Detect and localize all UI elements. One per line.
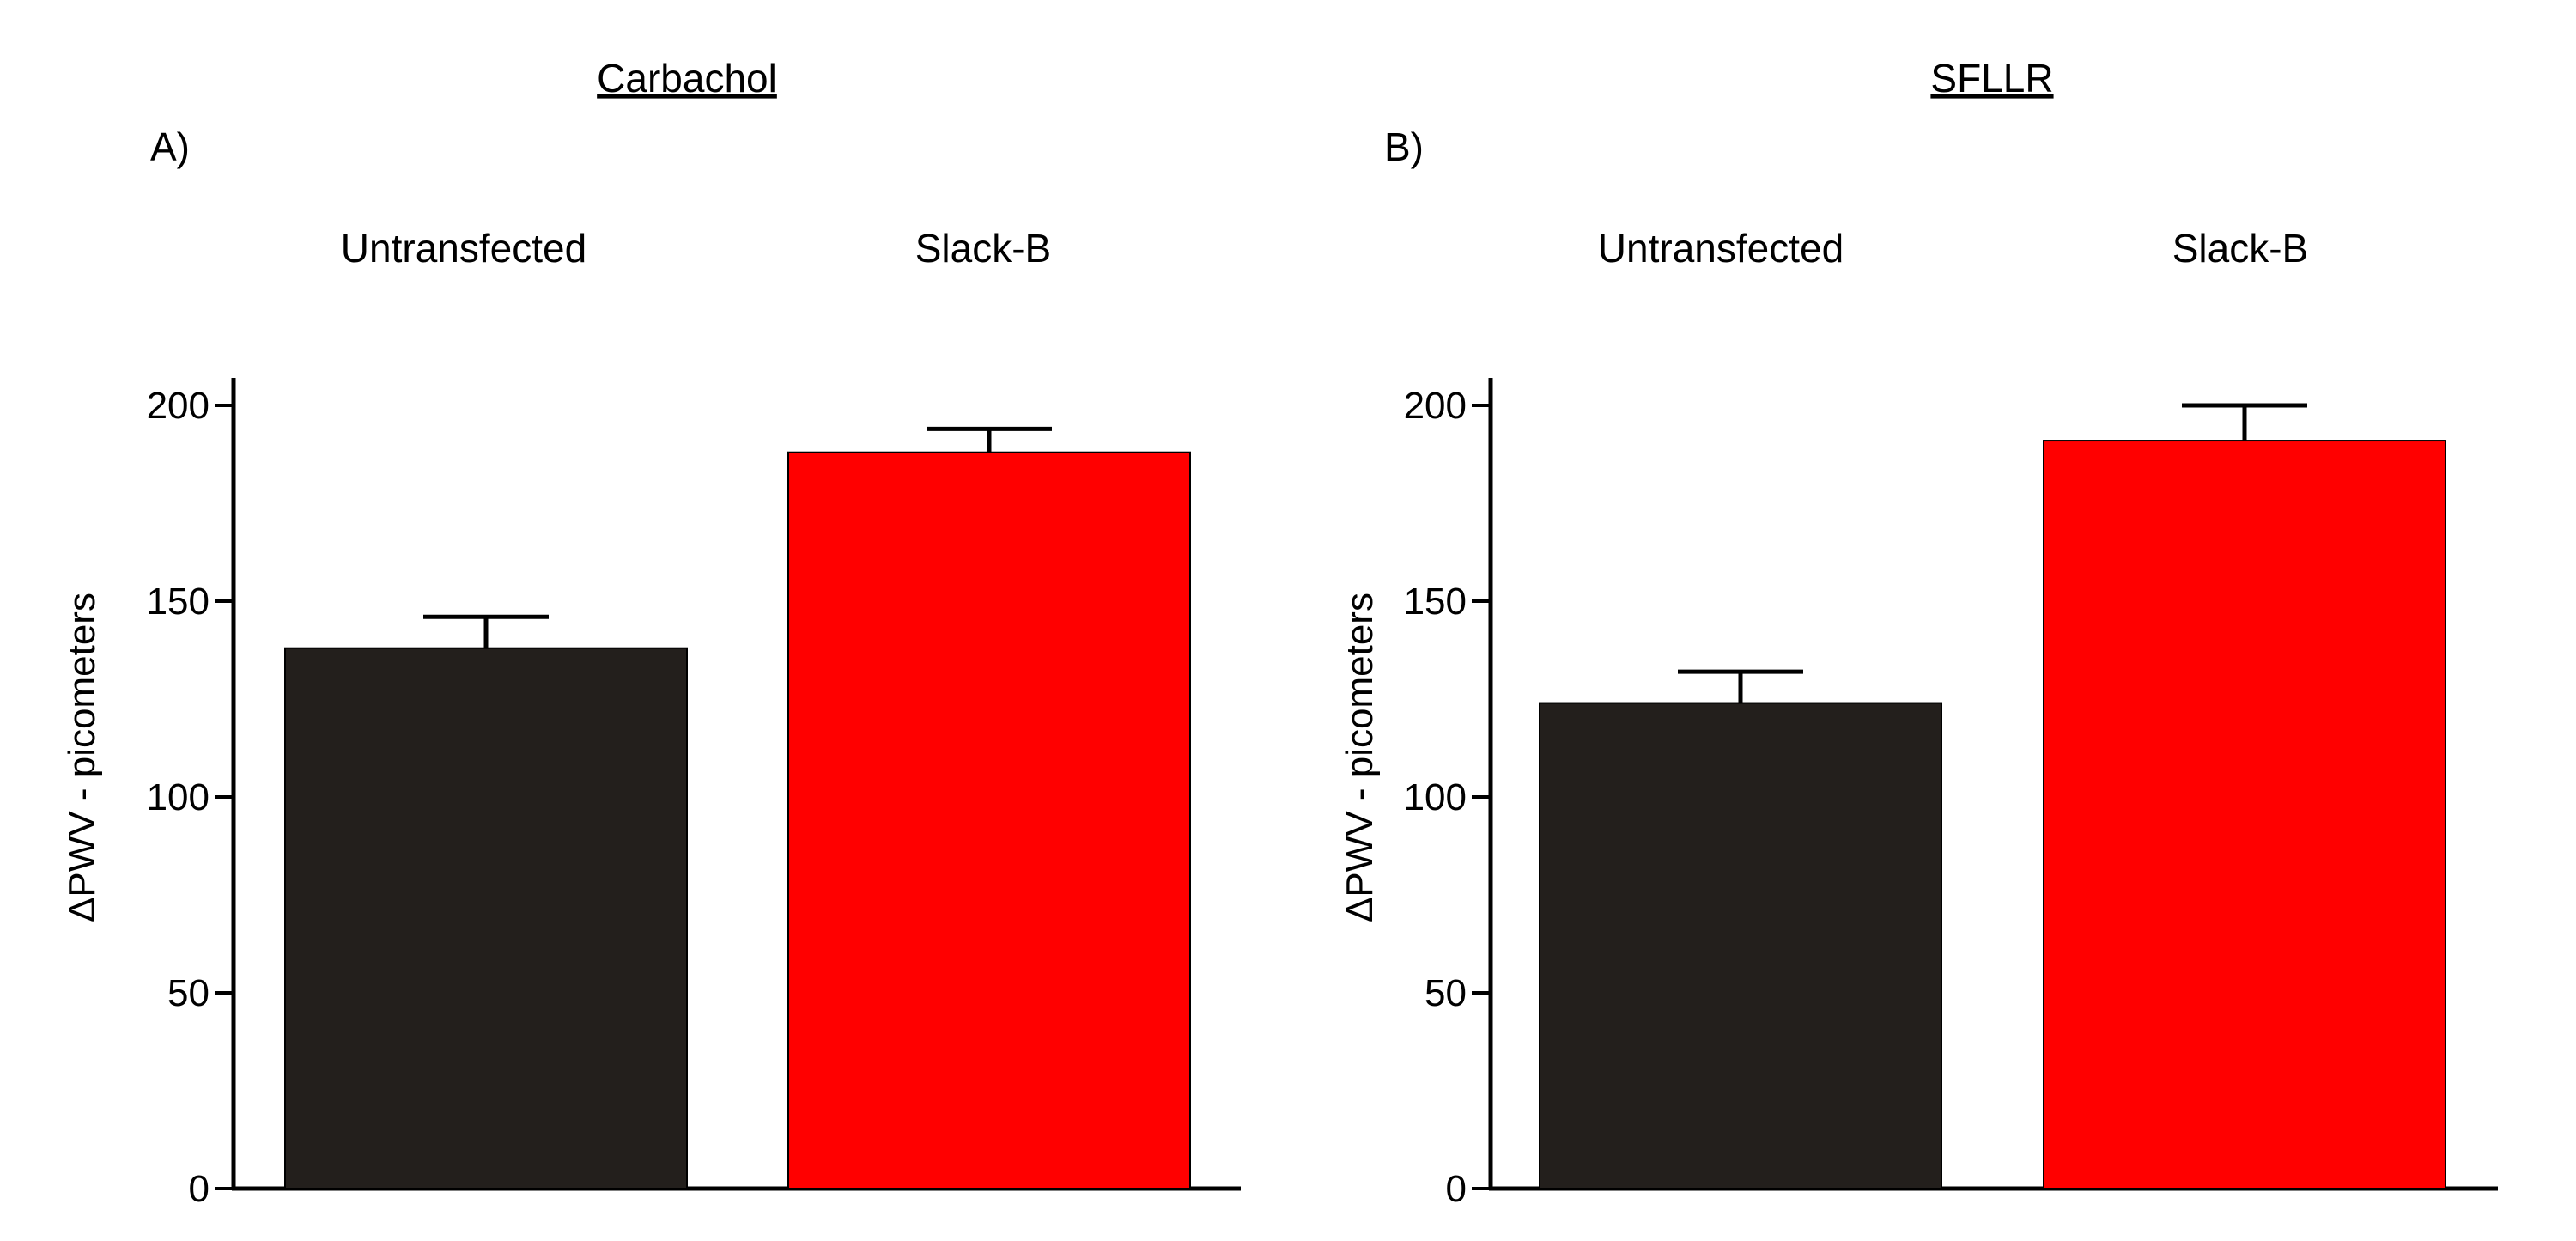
panel-b-y-tick-label-150: 150: [1404, 581, 1467, 623]
panel-a-marks: 0 50 100 150 200: [147, 378, 1241, 1210]
panel-a-bar-untransfected: [284, 647, 688, 1189]
panel-a-y-axis-title: ΔPWV - picometers: [61, 593, 103, 922]
panel-b-bar-untransfected: [1539, 702, 1942, 1189]
panel-b-category-label-slack-b: Slack-B: [2172, 226, 2308, 271]
panel-b-y-tick-label-0: 0: [1446, 1168, 1467, 1210]
panel-a-bar-slack-b: [787, 451, 1191, 1189]
panel-a-y-tick-label-150: 150: [147, 581, 210, 623]
panel-a-category-label-untransfected: Untransfected: [341, 226, 586, 271]
panel-b-category-label-untransfected: Untransfected: [1598, 226, 1844, 271]
panel-b-title: SFLLR: [1930, 56, 2053, 100]
panel-a-letter: A): [150, 125, 190, 169]
panel-b-letter: B): [1384, 125, 1424, 169]
panel-a-y-tick-label-0: 0: [189, 1168, 210, 1210]
panel-b-marks: 0 50 100 150 200: [1404, 378, 2498, 1210]
panel-a-y-tick-label-100: 100: [147, 776, 210, 818]
panel-b: SFLLR B) Untransfected Slack-B ΔPWV - pi…: [1339, 56, 2498, 1210]
panel-a: Carbachol A) Untransfected Slack-B ΔPWV …: [61, 56, 1241, 1210]
panel-b-y-axis-title: ΔPWV - picometers: [1339, 593, 1381, 922]
panel-a-y-tick-label-200: 200: [147, 385, 210, 427]
panel-a-y-tick-label-50: 50: [167, 972, 210, 1014]
panel-a-category-label-slack-b: Slack-B: [915, 226, 1051, 271]
panel-b-y-tick-label-100: 100: [1404, 776, 1467, 818]
panel-b-y-tick-label-50: 50: [1425, 972, 1467, 1014]
panel-b-bar-slack-b: [2043, 440, 2446, 1189]
panel-b-y-tick-label-200: 200: [1404, 385, 1467, 427]
panel-a-title: Carbachol: [597, 56, 777, 100]
